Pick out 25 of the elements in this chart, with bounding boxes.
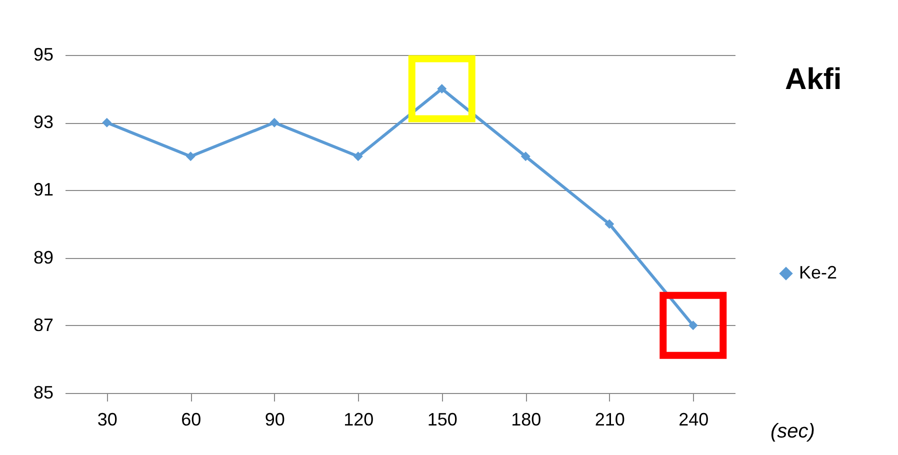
point xyxy=(353,152,363,162)
x-tick-label: 240 xyxy=(678,410,709,430)
point xyxy=(688,320,698,330)
y-tick-label: 93 xyxy=(33,112,54,132)
point xyxy=(270,118,280,128)
point xyxy=(520,152,530,162)
x-tick-label: 60 xyxy=(181,410,202,430)
x-axis-title: (sec) xyxy=(770,420,815,442)
y-tick-label: 95 xyxy=(33,44,54,64)
point xyxy=(102,118,112,128)
x-tick-label: 210 xyxy=(594,410,625,430)
legend-label: Ke-2 xyxy=(799,262,838,283)
x-tick-label: 30 xyxy=(97,410,118,430)
x-tick-label: 180 xyxy=(511,410,542,430)
y-tick-label: 89 xyxy=(33,247,54,268)
y-tick-label: 91 xyxy=(33,180,54,200)
x-tick-label: 90 xyxy=(264,410,285,430)
y-tick-label: 87 xyxy=(33,314,54,335)
text: Akfi xyxy=(785,63,842,96)
point xyxy=(604,219,614,229)
x-tick-label: 150 xyxy=(427,410,458,430)
point xyxy=(437,84,447,94)
point xyxy=(186,152,196,162)
y-tick-label: 85 xyxy=(33,382,54,402)
x-tick-label: 120 xyxy=(344,410,374,430)
